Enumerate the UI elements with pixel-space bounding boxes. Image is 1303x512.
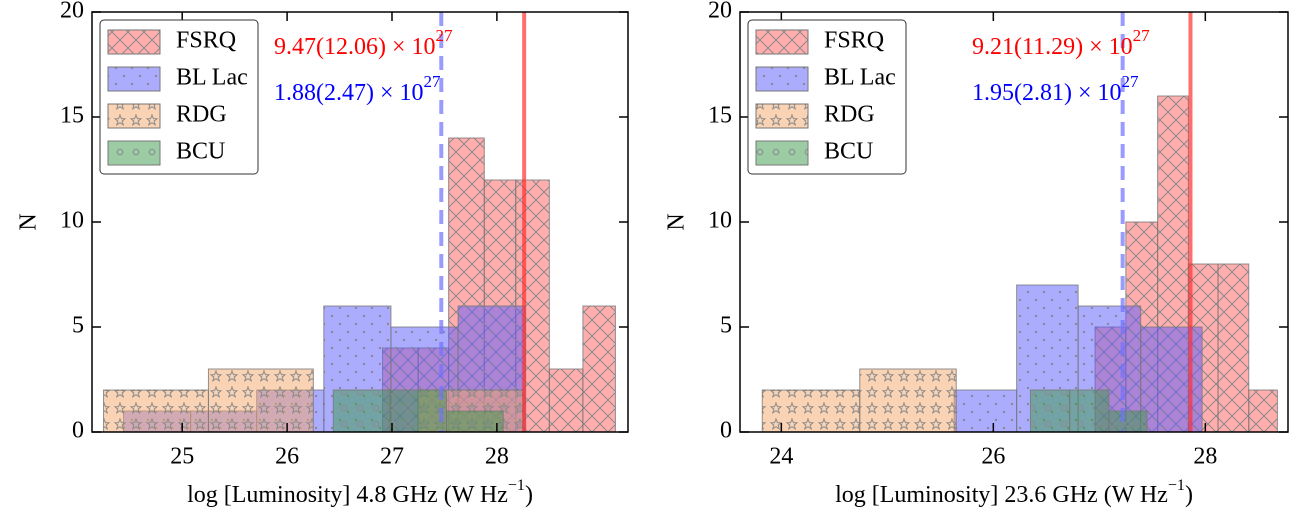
legend-label: BCU: [824, 139, 873, 165]
histogram-bar: [582, 305, 616, 433]
x-axis-label-sup: −1: [1168, 477, 1185, 494]
annotation-text: 1.95(2.81) × 10: [972, 80, 1122, 106]
y-tick-label: 10: [708, 208, 732, 234]
legend-label: FSRQ: [824, 28, 884, 54]
y-tick-label: 0: [72, 418, 84, 444]
legend-label: BCU: [176, 139, 225, 165]
x-axis-label-tail: ): [525, 482, 533, 508]
annotation: 1.95(2.81) × 1027: [972, 72, 1139, 106]
histogram-bar: [103, 389, 209, 433]
legend-box: [99, 19, 259, 175]
legend-box: [747, 19, 907, 175]
annotation-sup: 27: [1133, 26, 1151, 45]
y-tick-label: 10: [60, 208, 84, 234]
histogram-bar: [207, 368, 314, 433]
legend-swatch: [755, 66, 809, 92]
x-tick-label: 24: [769, 444, 793, 470]
histogram-bar: [1069, 389, 1110, 433]
x-axis-label-tail: ): [1185, 482, 1193, 508]
legend-swatch: [107, 140, 161, 166]
legend-swatch: [755, 103, 809, 129]
legend-swatch: [755, 29, 809, 55]
x-axis-label-text: log [Luminosity] 4.8 GHz (W Hz: [187, 482, 508, 508]
x-axis-label-text: log [Luminosity] 23.6 GHz (W Hz: [835, 482, 1168, 508]
histogram-bar: [859, 368, 957, 433]
y-tick-label: 20: [60, 0, 84, 24]
legend-label: RDG: [176, 102, 227, 128]
annotation: 1.88(2.47) × 1027: [274, 72, 441, 106]
x-tick-label: 26: [981, 444, 1005, 470]
legend-label: RDG: [824, 102, 875, 128]
histogram-bar: [761, 389, 861, 433]
annotation-sup: 27: [424, 72, 442, 91]
y-tick-label: 5: [720, 313, 732, 339]
x-tick-label: 26: [275, 444, 299, 470]
histogram-bar: [953, 389, 1018, 433]
histogram-bar: [1140, 326, 1203, 433]
legend-swatch: [755, 140, 809, 166]
legend-label: BL Lac: [824, 65, 896, 91]
annotation: 9.47(12.06) × 1027: [274, 26, 453, 60]
x-tick-label: 25: [170, 444, 194, 470]
annotation-sup: 27: [1122, 72, 1140, 91]
annotation: 9.21(11.29) × 1027: [972, 26, 1150, 60]
histogram-bar: [1108, 410, 1148, 433]
histogram-bar: [548, 368, 584, 433]
x-axis-label: log [Luminosity] 4.8 GHz (W Hz−1): [187, 477, 533, 508]
x-axis-label-sup: −1: [508, 477, 525, 494]
histogram-bar: [446, 410, 504, 433]
legend-swatch: [107, 29, 161, 55]
y-axis-label: N: [16, 213, 42, 230]
histogram-bar: [1248, 389, 1278, 433]
x-tick-label: 28: [1193, 444, 1217, 470]
annotation-text: 9.21(11.29) × 10: [972, 34, 1133, 60]
histogram-bar: [332, 389, 391, 433]
annotation-sup: 27: [436, 26, 454, 45]
y-axis-label: N: [664, 213, 690, 230]
annotation-text: 9.47(12.06) × 10: [274, 34, 436, 60]
histogram-bar: [389, 389, 448, 433]
x-axis-label: log [Luminosity] 23.6 GHz (W Hz−1): [835, 477, 1193, 508]
histogram-bar: [1029, 389, 1071, 433]
y-tick-label: 20: [708, 0, 732, 24]
legend-label: FSRQ: [176, 28, 236, 54]
histogram-bar: [1217, 263, 1250, 433]
legend-label: BL Lac: [176, 65, 248, 91]
legend-swatch: [107, 66, 161, 92]
annotation-text: 1.88(2.47) × 10: [274, 80, 424, 106]
y-tick-label: 5: [72, 313, 84, 339]
y-tick-label: 15: [708, 103, 732, 129]
panel: 0 5 10 15 20 25 26 27 28 log [Luminosity] 4.8 GHz…: [16, 0, 629, 508]
y-tick-label: 15: [60, 103, 84, 129]
y-tick-label: 0: [720, 418, 732, 444]
x-tick-label: 27: [380, 444, 404, 470]
legend-swatch: [107, 103, 161, 129]
x-tick-label: 28: [485, 444, 509, 470]
